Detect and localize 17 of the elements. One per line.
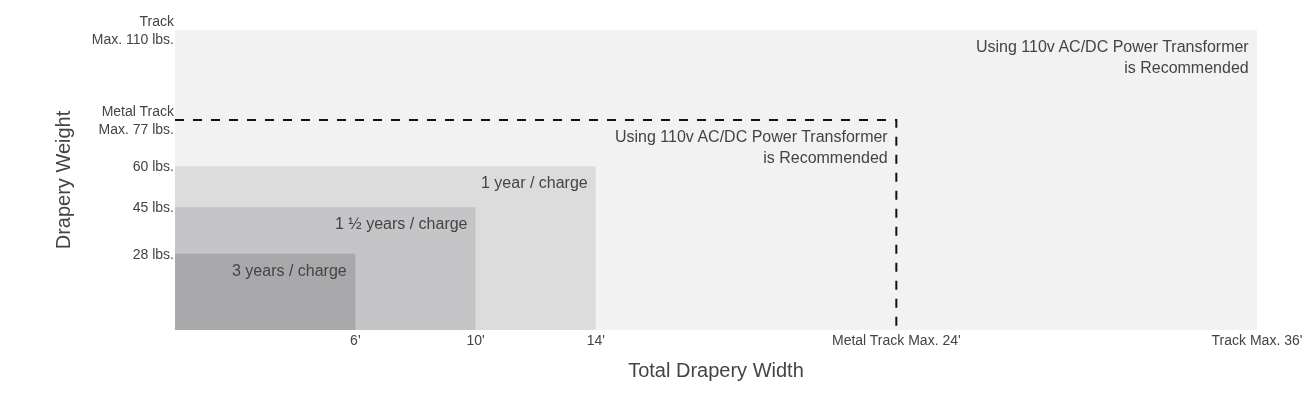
x-axis-title: Total Drapery Width (628, 358, 804, 381)
x-tick-label: 14' (586, 332, 605, 348)
y-tick-label: 28 lbs. (132, 245, 174, 262)
annotation: 3 years / charge (232, 262, 347, 279)
y-axis-title: Drapery Weight (52, 110, 75, 250)
y-tick-label: 45 lbs. (132, 199, 174, 216)
annotation: 1 ½ years / charge (335, 215, 468, 232)
y-tick-label: 60 lbs. (132, 158, 174, 175)
x-tick-label: Track Max. 36' (1211, 332, 1303, 348)
annotation: Using 110v AC/DC Power Transformer is Recommended (615, 128, 889, 166)
y-tick-label: Track Max. 110 lbs. (91, 12, 175, 47)
x-tick-label: 6' (350, 332, 361, 348)
y-tick-label: Metal Track Max. 77 lbs. (98, 102, 175, 137)
x-tick-label: 10' (466, 332, 485, 348)
annotation: 1 year / charge (481, 174, 588, 191)
x-tick-label: Metal Track Max. 24' (831, 332, 961, 348)
annotation: Using 110v AC/DC Power Transformer is Recommended (976, 38, 1250, 76)
